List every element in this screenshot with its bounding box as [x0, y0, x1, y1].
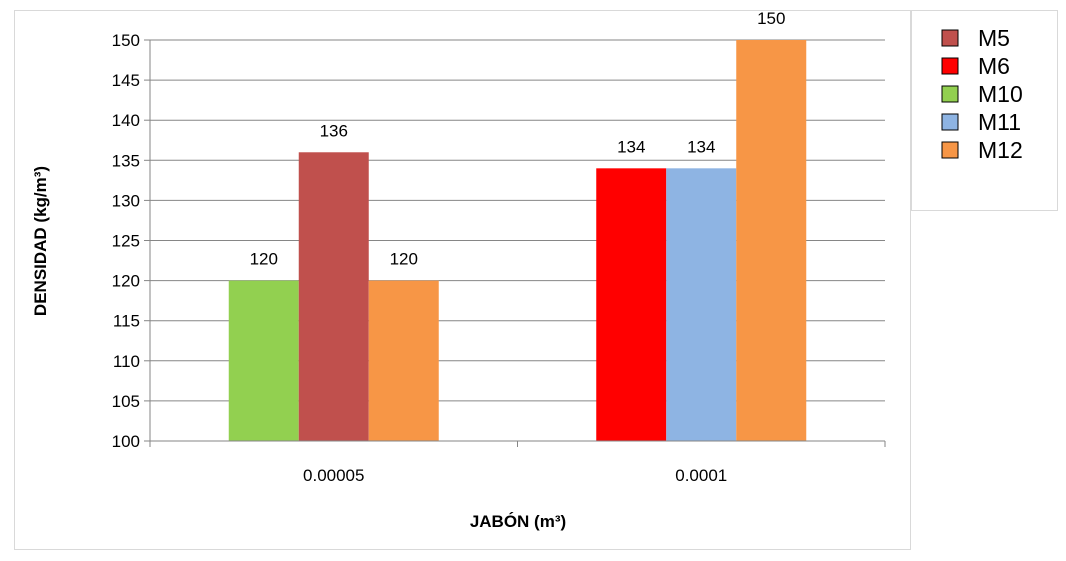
legend-swatch-m12 — [941, 141, 959, 159]
legend-swatch-m10 — [941, 85, 959, 103]
bar-m12-1 — [736, 40, 807, 441]
legend-swatch-m11 — [941, 113, 959, 131]
y-tick-label: 100 — [112, 432, 140, 451]
y-tick-label: 130 — [112, 191, 140, 210]
legend-label-m6: M6 — [978, 53, 1010, 79]
chart-area — [14, 10, 911, 550]
bar-m10-0 — [228, 280, 299, 441]
legend-label-m12: M12 — [978, 137, 1023, 163]
y-tick-label: 135 — [112, 151, 140, 170]
data-label-m10-0: 120 — [250, 250, 278, 269]
legend-label-m5: M5 — [978, 25, 1010, 51]
y-tick-label: 120 — [112, 272, 140, 291]
bar-m5-0 — [298, 152, 369, 441]
y-tick-label: 110 — [113, 352, 140, 371]
y-tick-label: 115 — [113, 312, 140, 331]
data-label-m12-1: 150 — [757, 9, 785, 28]
bar-m11-1 — [666, 168, 737, 441]
bars — [228, 40, 807, 441]
legend-swatch-m6 — [941, 57, 959, 75]
data-label-m5-0: 136 — [320, 121, 348, 140]
bar-m12-0 — [368, 280, 439, 441]
x-tick-label: 0.0001 — [675, 466, 727, 485]
data-labels: 120 136 120 134 134 150 — [250, 9, 786, 269]
bar-m6-1 — [596, 168, 667, 441]
x-axis-title: JABÓN (m³) — [470, 512, 566, 531]
y-tick-label: 140 — [112, 111, 140, 130]
y-axis-title: DENSIDAD (kg/m³) — [31, 166, 50, 316]
y-tick-label: 125 — [112, 232, 140, 251]
y-tick-label: 105 — [112, 392, 140, 411]
y-tick-label: 145 — [112, 71, 140, 90]
y-tick-label: 150 — [112, 31, 140, 50]
axes: 100 105 110 115 120 125 130 135 140 145 150 0.00005… — [112, 31, 886, 485]
legend-label-m10: M10 — [978, 81, 1023, 107]
legend-swatch-m5 — [941, 29, 959, 47]
data-label-m6-1: 134 — [617, 137, 645, 156]
legend-label-m11: M11 — [978, 109, 1021, 135]
data-label-m12-0: 120 — [390, 250, 418, 269]
data-label-m11-1: 134 — [687, 137, 715, 156]
x-tick-label: 0.00005 — [303, 466, 364, 485]
legend-box — [911, 10, 1058, 211]
